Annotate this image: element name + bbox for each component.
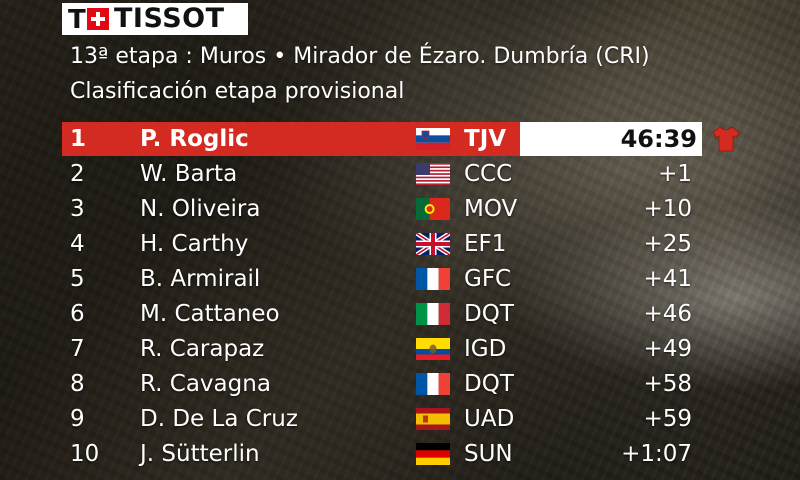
tissot-logo-mark: T [68,5,114,35]
team-code: SUN [464,441,513,467]
germany-flag-icon [416,443,450,465]
rider-name: H. Carthy [140,231,249,257]
rider-time: +59 [643,406,692,432]
france-flag-icon [416,268,450,290]
rider-position: 4 [70,231,85,257]
standings-row: 3 N. Oliveira MOV +10 [62,192,800,226]
background-overlay [0,0,730,480]
standings-row: 9 D. De La Cruz UAD +59 [62,402,800,436]
standings-row: 8 R. Cavagna DQT +58 [62,367,800,401]
spain-flag-icon [416,408,450,430]
rider-time: +49 [643,336,692,362]
standings-row: 7 R. Carapaz IGD +49 [62,332,800,366]
france-flag-icon [416,373,450,395]
standings-row: 10 J. Sütterlin SUN +1:07 [62,437,800,471]
standings-row: 5 B. Armirail GFC +41 [62,262,800,296]
standings-row: 2 W. Barta CCC +1 [62,157,800,191]
rider-time: +25 [643,231,692,257]
tissot-logo: T TISSOT [62,3,248,35]
swiss-cross-icon [87,8,109,30]
rider-time: +58 [643,371,692,397]
team-code: UAD [464,406,515,432]
rider-position: 5 [70,266,85,292]
rider-position: 2 [70,161,85,187]
rider-position: 10 [70,441,100,467]
rider-position: 6 [70,301,85,327]
standings-row: 6 M. Cattaneo DQT +46 [62,297,800,331]
slovenia-flag-icon [416,128,450,150]
rider-time: +1 [658,161,692,187]
rider-name: R. Cavagna [140,371,271,397]
team-code: TJV [464,126,507,152]
rider-name: R. Carapaz [140,336,265,362]
team-code: MOV [464,196,518,222]
rider-name: M. Cattaneo [140,301,280,327]
portugal-flag-icon [416,198,450,220]
classification-title: Clasificación etapa provisional [70,79,405,104]
rider-name: D. De La Cruz [140,406,298,432]
leader-time-box: 46:39 [520,122,702,156]
team-code: EF1 [464,231,507,257]
rider-time: 46:39 [620,125,697,153]
team-code: IGD [464,336,507,362]
rider-time: +10 [643,196,692,222]
team-code: CCC [464,161,513,187]
rider-position: 9 [70,406,85,432]
rider-position: 7 [70,336,85,362]
tissot-logo-letter: T [68,5,86,35]
rider-time: +1:07 [621,441,692,467]
stage-title: 13ª etapa : Muros • Mirador de Ézaro. Du… [70,44,650,69]
team-code: DQT [464,301,514,327]
rider-time: +41 [643,266,692,292]
rider-name: N. Oliveira [140,196,261,222]
rider-name: P. Roglic [140,126,249,152]
usa-flag-icon [416,163,450,185]
uk-flag-icon [416,233,450,255]
team-code: DQT [464,371,514,397]
rider-position: 1 [70,126,87,152]
rider-name: W. Barta [140,161,238,187]
rider-position: 8 [70,371,85,397]
rider-name: J. Sütterlin [140,441,260,467]
standings-row: 4 H. Carthy EF1 +25 [62,227,800,261]
italy-flag-icon [416,303,450,325]
rider-name: B. Armirail [140,266,261,292]
standings-row-leader: 1 P. Roglic TJV 46:39 [62,122,702,156]
rider-time: +46 [643,301,692,327]
rider-position: 3 [70,196,85,222]
red-jersey-icon [712,126,740,152]
ecuador-flag-icon [416,338,450,360]
team-code: GFC [464,266,512,292]
tissot-logo-word: TISSOT [114,3,225,34]
